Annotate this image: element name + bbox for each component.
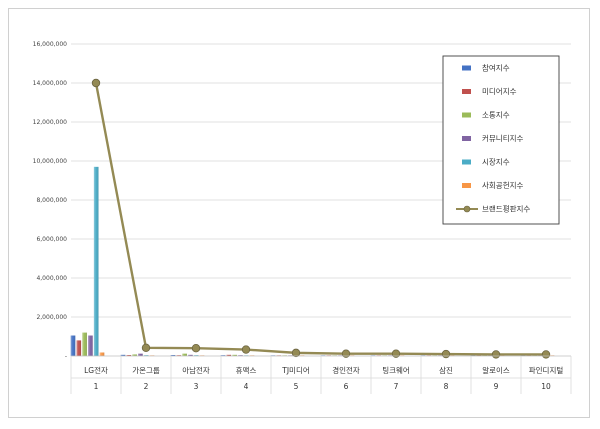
y-tick-label: 16,000,000 — [33, 41, 68, 48]
x-rank-label: 2 — [144, 382, 149, 391]
line-point — [491, 350, 501, 359]
legend-label: 사회공헌지수 — [482, 181, 523, 190]
y-tick-label: 12,000,000 — [33, 119, 68, 126]
x-category-label: 아남전자 — [182, 365, 210, 375]
bar-shade — [182, 353, 187, 356]
y-tick-label: - — [65, 353, 67, 360]
line-point — [241, 345, 251, 354]
y-tick-label: 8,000,000 — [36, 197, 67, 204]
line-point — [391, 349, 401, 358]
x-category-label: 파인디지털 — [529, 365, 564, 375]
bar-shade — [120, 354, 126, 356]
line-point — [341, 349, 351, 358]
x-category-label: TJ미디어 — [281, 365, 310, 375]
x-rank-label: 6 — [344, 382, 349, 391]
x-rank-label: 7 — [394, 382, 399, 391]
line-point — [291, 348, 301, 358]
line-point — [91, 78, 101, 88]
x-rank-label: 4 — [244, 382, 249, 391]
bar-shade — [76, 340, 82, 356]
y-tick-label: 2,000,000 — [36, 314, 67, 321]
x-rank-label: 8 — [444, 382, 449, 391]
x-category-label: LG전자 — [84, 365, 108, 375]
y-tick-label: 4,000,000 — [36, 275, 67, 282]
legend-swatch — [462, 159, 471, 165]
bar-shade — [226, 354, 232, 356]
bar-shade — [70, 335, 76, 356]
line-point — [141, 343, 151, 353]
legend-swatch — [462, 112, 471, 118]
bar-shade — [82, 332, 87, 356]
bar-shade — [99, 352, 105, 356]
x-category-label: 경인전자 — [332, 365, 360, 375]
bar-shade — [232, 354, 237, 356]
legend-swatch — [462, 136, 471, 141]
x-rank-label: 10 — [541, 382, 551, 391]
legend-label: 참여지수 — [482, 63, 510, 73]
legend-label: 커뮤니티지수 — [482, 134, 523, 143]
bar-shade — [170, 355, 176, 356]
x-rank-label: 9 — [494, 382, 499, 391]
legend-swatch — [462, 65, 471, 71]
legend-label: 브랜드평판지수 — [482, 204, 530, 214]
legend-label: 미디어지수 — [482, 86, 517, 96]
x-rank-label: 1 — [94, 382, 99, 391]
x-category-label: 삼진 — [439, 365, 453, 375]
legend-label: 시장지수 — [482, 157, 510, 167]
x-category-label: 휴맥스 — [236, 365, 257, 375]
bar-shade — [188, 354, 193, 356]
bar-shade — [93, 166, 99, 356]
line-point — [541, 350, 551, 359]
x-category-label: 알로이스 — [482, 365, 510, 375]
line-point — [191, 344, 201, 353]
y-tick-label: 14,000,000 — [33, 80, 68, 87]
bar-shade — [138, 353, 143, 356]
legend-label: 소통지수 — [482, 111, 510, 120]
x-rank-label: 5 — [294, 382, 299, 391]
y-tick-label: 10,000,000 — [33, 158, 68, 165]
x-category-label: 가온그룹 — [132, 366, 160, 375]
legend-point-swatch — [463, 205, 471, 213]
line-point — [441, 349, 451, 359]
y-axis-tick-labels: - 2,000,000 4,000,000 6,000,000 8,000,000 10,… — [33, 41, 68, 360]
brand-reputation-chart: - 2,000,000 4,000,000 6,000,000 8,000,000 10,… — [33, 41, 572, 394]
x-rank-label: 3 — [194, 382, 199, 391]
series-line — [94, 82, 546, 356]
bar-shade — [132, 354, 137, 356]
chart-frame: - 2,000,000 4,000,000 6,000,000 8,000,000 10,… — [8, 8, 590, 418]
gridlines — [71, 43, 571, 318]
x-category-label: 팅크웨어 — [382, 365, 410, 375]
bar-shade — [88, 335, 93, 356]
y-tick-label: 6,000,000 — [36, 236, 67, 243]
legend-swatch — [462, 89, 471, 94]
bar-shade — [126, 355, 132, 356]
x-axis: LG전자 1 가온그룹 2 아남전자 3 휴맥스 4 TJ미디어 5 경인전자 6 팅크웨어 7 삼진 8 알로… — [70, 355, 572, 394]
legend-swatch — [462, 183, 471, 188]
